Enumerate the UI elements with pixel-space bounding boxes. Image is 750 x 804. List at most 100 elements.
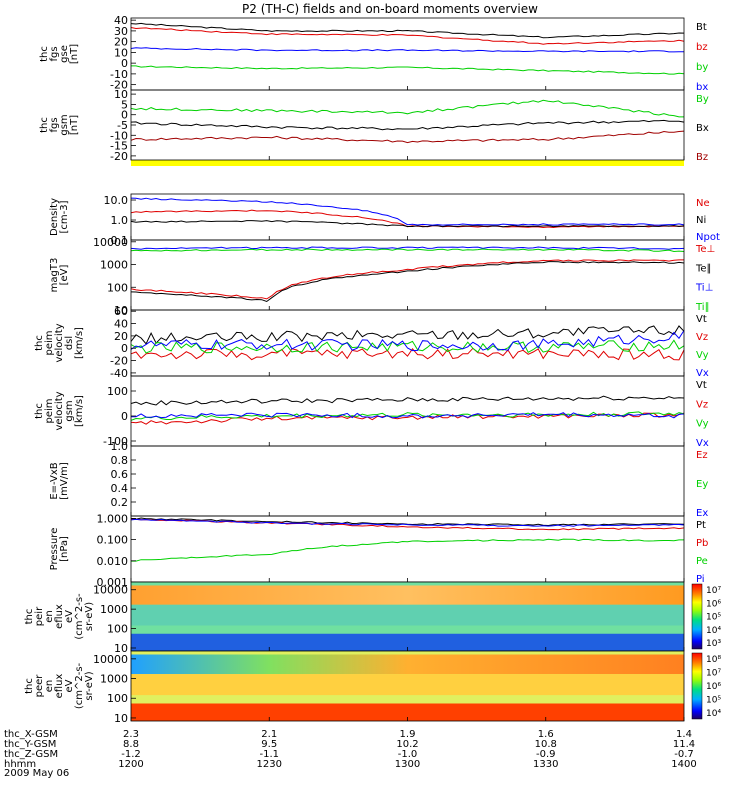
legend-ex: Ex — [696, 508, 708, 519]
y-tick-label: 1000 — [100, 603, 128, 616]
y-axis-label-line: [nT] — [69, 44, 80, 64]
y-axis-label: E=-VxB[mV/m] — [49, 462, 70, 500]
y-tick-label: 0 — [121, 57, 128, 70]
legend-vx: Vx — [696, 368, 709, 379]
legend-bt: Bt — [696, 22, 707, 33]
y-tick-label: 1.0 — [111, 440, 129, 453]
y-axis-label-line: velocity — [54, 323, 65, 362]
panel-3: 10.0 1.0 0.1 Density[cm-3] Ne Ni Npot — [49, 193, 720, 247]
y-axis-label-line: (cm^2-s- — [74, 593, 85, 640]
footer-value: 8.8 — [123, 739, 139, 750]
y-tick-label: 10000 — [93, 236, 128, 249]
y-axis-label-line: thc — [24, 678, 35, 694]
y-axis-label-line: velocity — [54, 391, 65, 430]
footer-value: 10.8 — [535, 739, 557, 750]
legend-bx: Bx — [696, 123, 709, 134]
y-axis-label-line: [cm-3] — [59, 200, 70, 233]
footer-value: 1230 — [257, 759, 282, 770]
y-tick-label: 0.1 — [111, 234, 129, 247]
y-axis-label: magT3[eV] — [49, 258, 70, 293]
footer-value: -1.2 — [121, 749, 141, 760]
spectrogram-band-high — [131, 654, 684, 675]
panel-10: 10⁸ 10⁷ 10⁶ 10⁵ 10⁴ 10000 1000 100 10 thcpeerenef… — [24, 650, 721, 725]
series-vz-line — [130, 347, 685, 361]
y-tick-label: 40 — [114, 14, 128, 27]
y-axis-label-line: eV — [64, 679, 75, 692]
footer-value: 11.4 — [673, 739, 695, 750]
date-label: 2009 May 06 — [4, 768, 69, 779]
y-tick-label: 5 — [121, 98, 128, 111]
y-tick-label: -40 — [110, 367, 128, 380]
y-axis-label-line: gsm — [59, 114, 70, 135]
y-tick-label: 0.6 — [111, 468, 129, 481]
legend-ne: Ne — [696, 198, 710, 209]
y-axis-label-line: [nPa] — [59, 536, 70, 562]
ephemeris-footer: 2009 May 06 thc_X-GSM 2.3 2.1 1.9 1.6 1.4 thc_… — [4, 729, 697, 779]
y-tick-label: 10 — [114, 46, 128, 59]
footer-value: 1330 — [533, 759, 558, 770]
y-axis-label-line: thc — [39, 117, 50, 133]
y-tick-label: 20 — [114, 36, 128, 49]
y-axis-label-line: magT3 — [49, 258, 60, 293]
y-tick-label: 1.0 — [111, 214, 129, 227]
y-tick-label: 10 — [114, 712, 128, 725]
legend-ti⊥: Ti⊥ — [695, 283, 713, 294]
y-axis-label-line: fgs — [49, 46, 60, 61]
footer-value: 1400 — [671, 759, 696, 770]
legend-bx: bx — [696, 82, 708, 93]
colorbar-tick-label: 10⁴ — [706, 709, 721, 719]
y-axis-label: thcpeirenefluxeV(cm^2-s-sr-eV) — [24, 593, 95, 640]
panel-9: 10⁷ 10⁶ 10⁵ 10⁴ 10³ 10000 1000 100 10 thcpeirenef… — [24, 581, 721, 655]
colorbar-tick-label: 10⁶ — [706, 682, 721, 692]
y-tick-label: 0.2 — [111, 496, 129, 509]
y-axis-label: thcpeerenefluxeV(cm^2-s-sr-eV) — [24, 662, 95, 709]
series-te∥-line — [130, 261, 685, 303]
y-tick-label: 0 — [121, 109, 128, 122]
legend-vz: Vz — [696, 332, 708, 343]
footer-value: 1300 — [395, 759, 420, 770]
footer-value: -1.0 — [398, 749, 418, 760]
footer-row-label: thc_X-GSM — [4, 729, 58, 740]
y-axis-label-line: en — [44, 610, 55, 623]
panel-8: 1.000 0.100 0.010 0.001 Pressure[nPa] Pt Pb Pe P… — [49, 512, 708, 589]
y-tick-label: 0.100 — [97, 534, 129, 547]
legend-ez: Ez — [696, 450, 708, 461]
y-axis-label-line: Pressure — [49, 528, 60, 571]
series-vy-line — [130, 411, 685, 421]
legend-vx: Vx — [696, 438, 709, 449]
legend-by: By — [696, 94, 709, 105]
y-axis-label-line: thc — [34, 335, 45, 351]
y-tick-label: 30 — [114, 25, 128, 38]
y-tick-label: 20 — [114, 330, 128, 343]
y-tick-label: 40 — [114, 318, 128, 331]
y-axis-label-line: E=-VxB — [49, 462, 60, 499]
legend-by: by — [696, 62, 708, 73]
series-ti∥-line — [130, 248, 685, 253]
y-tick-label: -10 — [110, 129, 128, 142]
series-vy-line — [130, 339, 685, 354]
legend-pi: Pi — [696, 574, 705, 585]
panel-4: 10000 1000 100 10 magT3[eV] Te⊥ Te∥ Ti⊥ Ti∥ — [49, 236, 715, 317]
orbit-bar — [131, 160, 684, 166]
footer-row-label: thc_Z-GSM — [4, 749, 58, 760]
spectrogram-band-mid — [131, 604, 684, 626]
y-tick-label: -5 — [117, 119, 128, 132]
y-tick-label: 10 — [114, 88, 128, 101]
colorbar-tick-label: 10³ — [706, 639, 721, 649]
y-tick-label: 0.001 — [97, 576, 129, 589]
footer-value: 10.2 — [396, 739, 418, 750]
series-bx-line — [130, 119, 685, 131]
y-axis-label-line: peer — [34, 674, 45, 698]
y-tick-label: 10000 — [93, 584, 128, 597]
y-axis-label-line: eV — [64, 610, 75, 623]
series-ni-line — [130, 220, 685, 228]
legend-te∥: Te∥ — [695, 263, 712, 274]
series-bx-line — [130, 47, 684, 53]
series-vt-line — [130, 395, 685, 406]
legend-npot: Npot — [696, 232, 720, 243]
y-tick-label: 60 — [114, 305, 128, 318]
panels: 403020100-10-20thcfgsgse[nT]Btbzbybx1050… — [24, 14, 721, 725]
